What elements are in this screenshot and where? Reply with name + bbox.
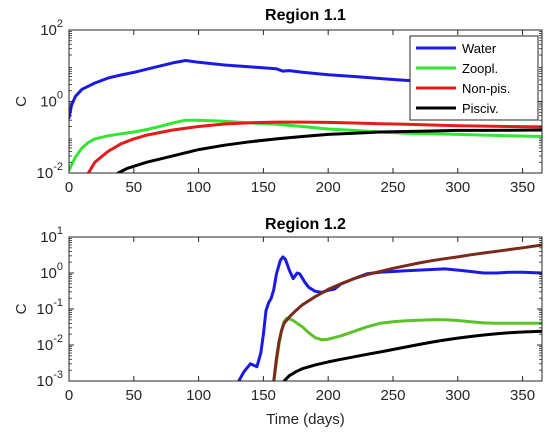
y-tick-label: 100 bbox=[40, 90, 63, 111]
plot-area: 0 50 100 150 200 250 300 350 10-2 100 102 bbox=[37, 18, 543, 196]
x-tick-label: 150 bbox=[251, 179, 276, 196]
panel-title: Region 1.1 bbox=[265, 7, 346, 24]
series-line-water bbox=[237, 255, 542, 381]
panel-region-1-2: Region 1.2 C 0 50 100 150 200 250 300 350 10-3 10… bbox=[13, 216, 543, 404]
x-tick-label: 250 bbox=[380, 179, 405, 196]
y-tick-label: 100 bbox=[40, 261, 63, 282]
y-tick-label: 10-3 bbox=[37, 369, 63, 390]
legend-entry-label: Pisciv. bbox=[462, 101, 499, 116]
legend-entry-label: Zoopl. bbox=[462, 61, 498, 76]
axes-box bbox=[68, 236, 543, 382]
x-tick-label: 350 bbox=[510, 387, 535, 404]
x-tick-label: 50 bbox=[125, 179, 142, 196]
legend-box bbox=[409, 35, 539, 121]
series-line-non-pis bbox=[272, 243, 542, 381]
series-line-non-pis bbox=[86, 120, 542, 173]
x-tick-label: 0 bbox=[65, 179, 73, 196]
legend: Water Zoopl. Non-pis. Pisciv. bbox=[409, 35, 539, 121]
y-tick-label: 10-1 bbox=[37, 297, 63, 318]
y-axis-label: C bbox=[13, 96, 30, 107]
series-line-pisciv bbox=[282, 329, 542, 381]
x-tick-label: 200 bbox=[316, 387, 341, 404]
y-tick-label: 10-2 bbox=[37, 161, 63, 182]
series-line-zoopl bbox=[69, 118, 542, 172]
x-tick-label: 0 bbox=[65, 387, 73, 404]
series-line-zoopl bbox=[272, 316, 542, 381]
x-tick-label: 200 bbox=[316, 179, 341, 196]
panel-region-1-1: Region 1.1 C 0 50 100 150 200 250 300 350 10-2 10… bbox=[13, 7, 543, 196]
series-line-pisciv bbox=[116, 128, 542, 173]
x-tick-label: 150 bbox=[251, 387, 276, 404]
y-tick-label: 10-2 bbox=[37, 333, 63, 354]
y-tick-label: 102 bbox=[40, 18, 63, 39]
series-line-water bbox=[69, 59, 447, 120]
y-axis-label: C bbox=[13, 303, 30, 314]
x-tick-label: 100 bbox=[186, 179, 211, 196]
x-tick-label: 50 bbox=[125, 387, 142, 404]
x-axis-label: Time (days) bbox=[266, 411, 345, 428]
panel-title: Region 1.2 bbox=[265, 216, 346, 233]
y-tick-label: 101 bbox=[40, 225, 63, 246]
x-tick-label: 350 bbox=[510, 179, 535, 196]
x-tick-label: 300 bbox=[445, 387, 470, 404]
x-tick-label: 100 bbox=[186, 387, 211, 404]
x-tick-label: 300 bbox=[445, 179, 470, 196]
legend-entry-label: Water bbox=[462, 41, 497, 56]
x-tick-label: 250 bbox=[380, 387, 405, 404]
plot-area: 0 50 100 150 200 250 300 350 10-3 10-2 10-1 100 101 bbox=[37, 225, 543, 404]
legend-entry-label: Non-pis. bbox=[462, 81, 510, 96]
